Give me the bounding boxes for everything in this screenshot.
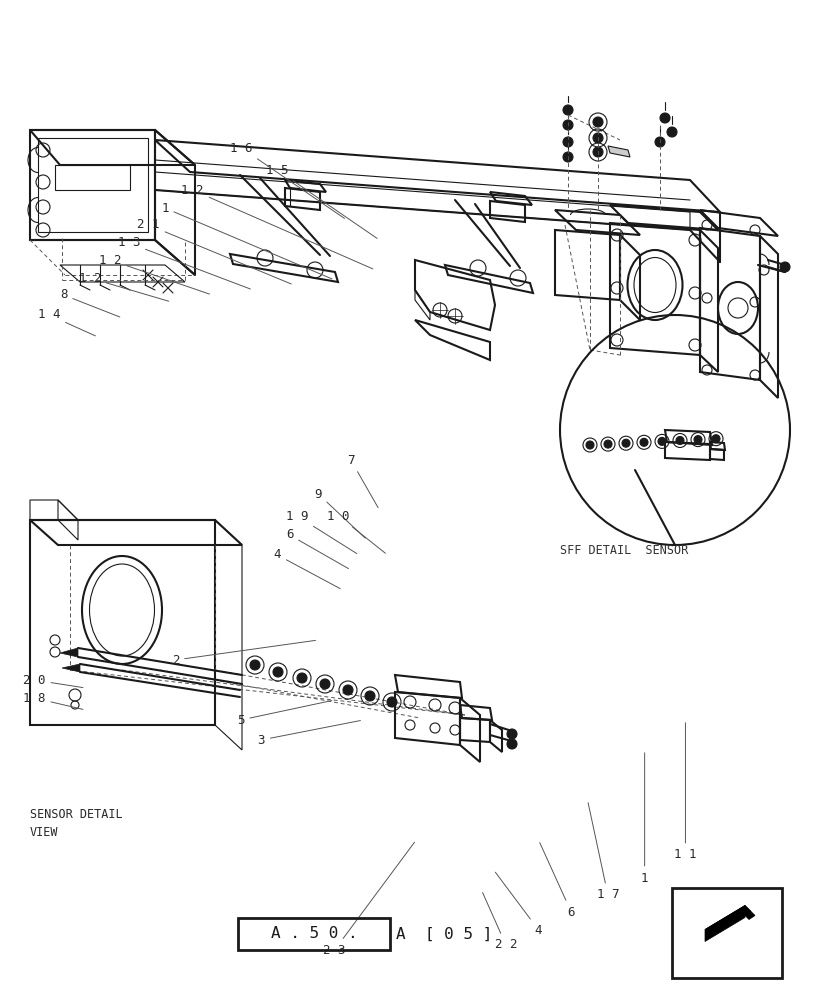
Text: 1 4: 1 4 <box>38 308 95 336</box>
Circle shape <box>343 685 353 695</box>
Text: 1 6: 1 6 <box>230 141 344 218</box>
Text: 2 3: 2 3 <box>323 842 415 956</box>
Text: A  [ 0 5 ]: A [ 0 5 ] <box>396 926 492 942</box>
Bar <box>238 918 390 950</box>
Text: 1: 1 <box>161 202 332 279</box>
Text: 7: 7 <box>347 454 378 508</box>
Text: 6: 6 <box>539 843 575 918</box>
Text: 1 8: 1 8 <box>23 692 83 709</box>
Text: 1 2: 1 2 <box>78 271 169 301</box>
Circle shape <box>640 438 648 446</box>
Polygon shape <box>705 906 745 942</box>
Circle shape <box>250 660 260 670</box>
Text: 8: 8 <box>60 288 120 317</box>
Circle shape <box>655 137 665 147</box>
Circle shape <box>563 105 573 115</box>
Circle shape <box>593 133 603 143</box>
Polygon shape <box>60 648 78 657</box>
Text: 1 5: 1 5 <box>266 163 377 238</box>
Circle shape <box>622 439 630 447</box>
Circle shape <box>320 679 330 689</box>
Circle shape <box>604 440 612 448</box>
Circle shape <box>694 436 702 444</box>
Circle shape <box>667 127 677 137</box>
Polygon shape <box>739 906 755 920</box>
Bar <box>672 888 782 978</box>
Text: 1: 1 <box>641 753 649 884</box>
Circle shape <box>507 739 517 749</box>
Circle shape <box>297 673 307 683</box>
Circle shape <box>712 435 720 443</box>
Circle shape <box>507 729 517 739</box>
Text: 2: 2 <box>171 640 316 667</box>
Text: 3: 3 <box>257 721 361 746</box>
Circle shape <box>365 691 375 701</box>
Text: 1 9: 1 9 <box>286 510 357 554</box>
Text: 1 1: 1 1 <box>674 723 697 861</box>
Text: 6: 6 <box>286 528 348 569</box>
Text: 2 1: 2 1 <box>137 219 291 284</box>
Text: 4: 4 <box>273 548 340 589</box>
Circle shape <box>586 441 594 449</box>
Text: 2 2: 2 2 <box>482 893 517 951</box>
Text: 1 0: 1 0 <box>327 510 385 553</box>
Circle shape <box>563 137 573 147</box>
Circle shape <box>676 436 684 444</box>
Text: 5: 5 <box>237 701 332 726</box>
Text: 1 2: 1 2 <box>99 253 210 294</box>
Polygon shape <box>608 146 630 157</box>
Circle shape <box>563 152 573 162</box>
Text: 9: 9 <box>314 488 366 538</box>
Text: 2 0: 2 0 <box>23 674 83 688</box>
Text: SFF DETAIL  SENSOR: SFF DETAIL SENSOR <box>560 544 688 556</box>
Text: SENSOR DETAIL
VIEW: SENSOR DETAIL VIEW <box>30 808 122 839</box>
Circle shape <box>563 120 573 130</box>
Text: 1 2: 1 2 <box>181 184 373 269</box>
Circle shape <box>658 437 666 445</box>
Circle shape <box>780 262 790 272</box>
Circle shape <box>593 147 603 157</box>
Circle shape <box>593 117 603 127</box>
Circle shape <box>660 113 670 123</box>
Polygon shape <box>62 664 80 672</box>
Circle shape <box>273 667 283 677</box>
Text: 1 7: 1 7 <box>588 803 619 902</box>
Circle shape <box>387 697 397 707</box>
Polygon shape <box>705 906 751 930</box>
Text: A . 5 0 .: A . 5 0 . <box>271 926 357 942</box>
Text: 1 3: 1 3 <box>118 236 251 289</box>
Text: 4: 4 <box>495 872 543 936</box>
